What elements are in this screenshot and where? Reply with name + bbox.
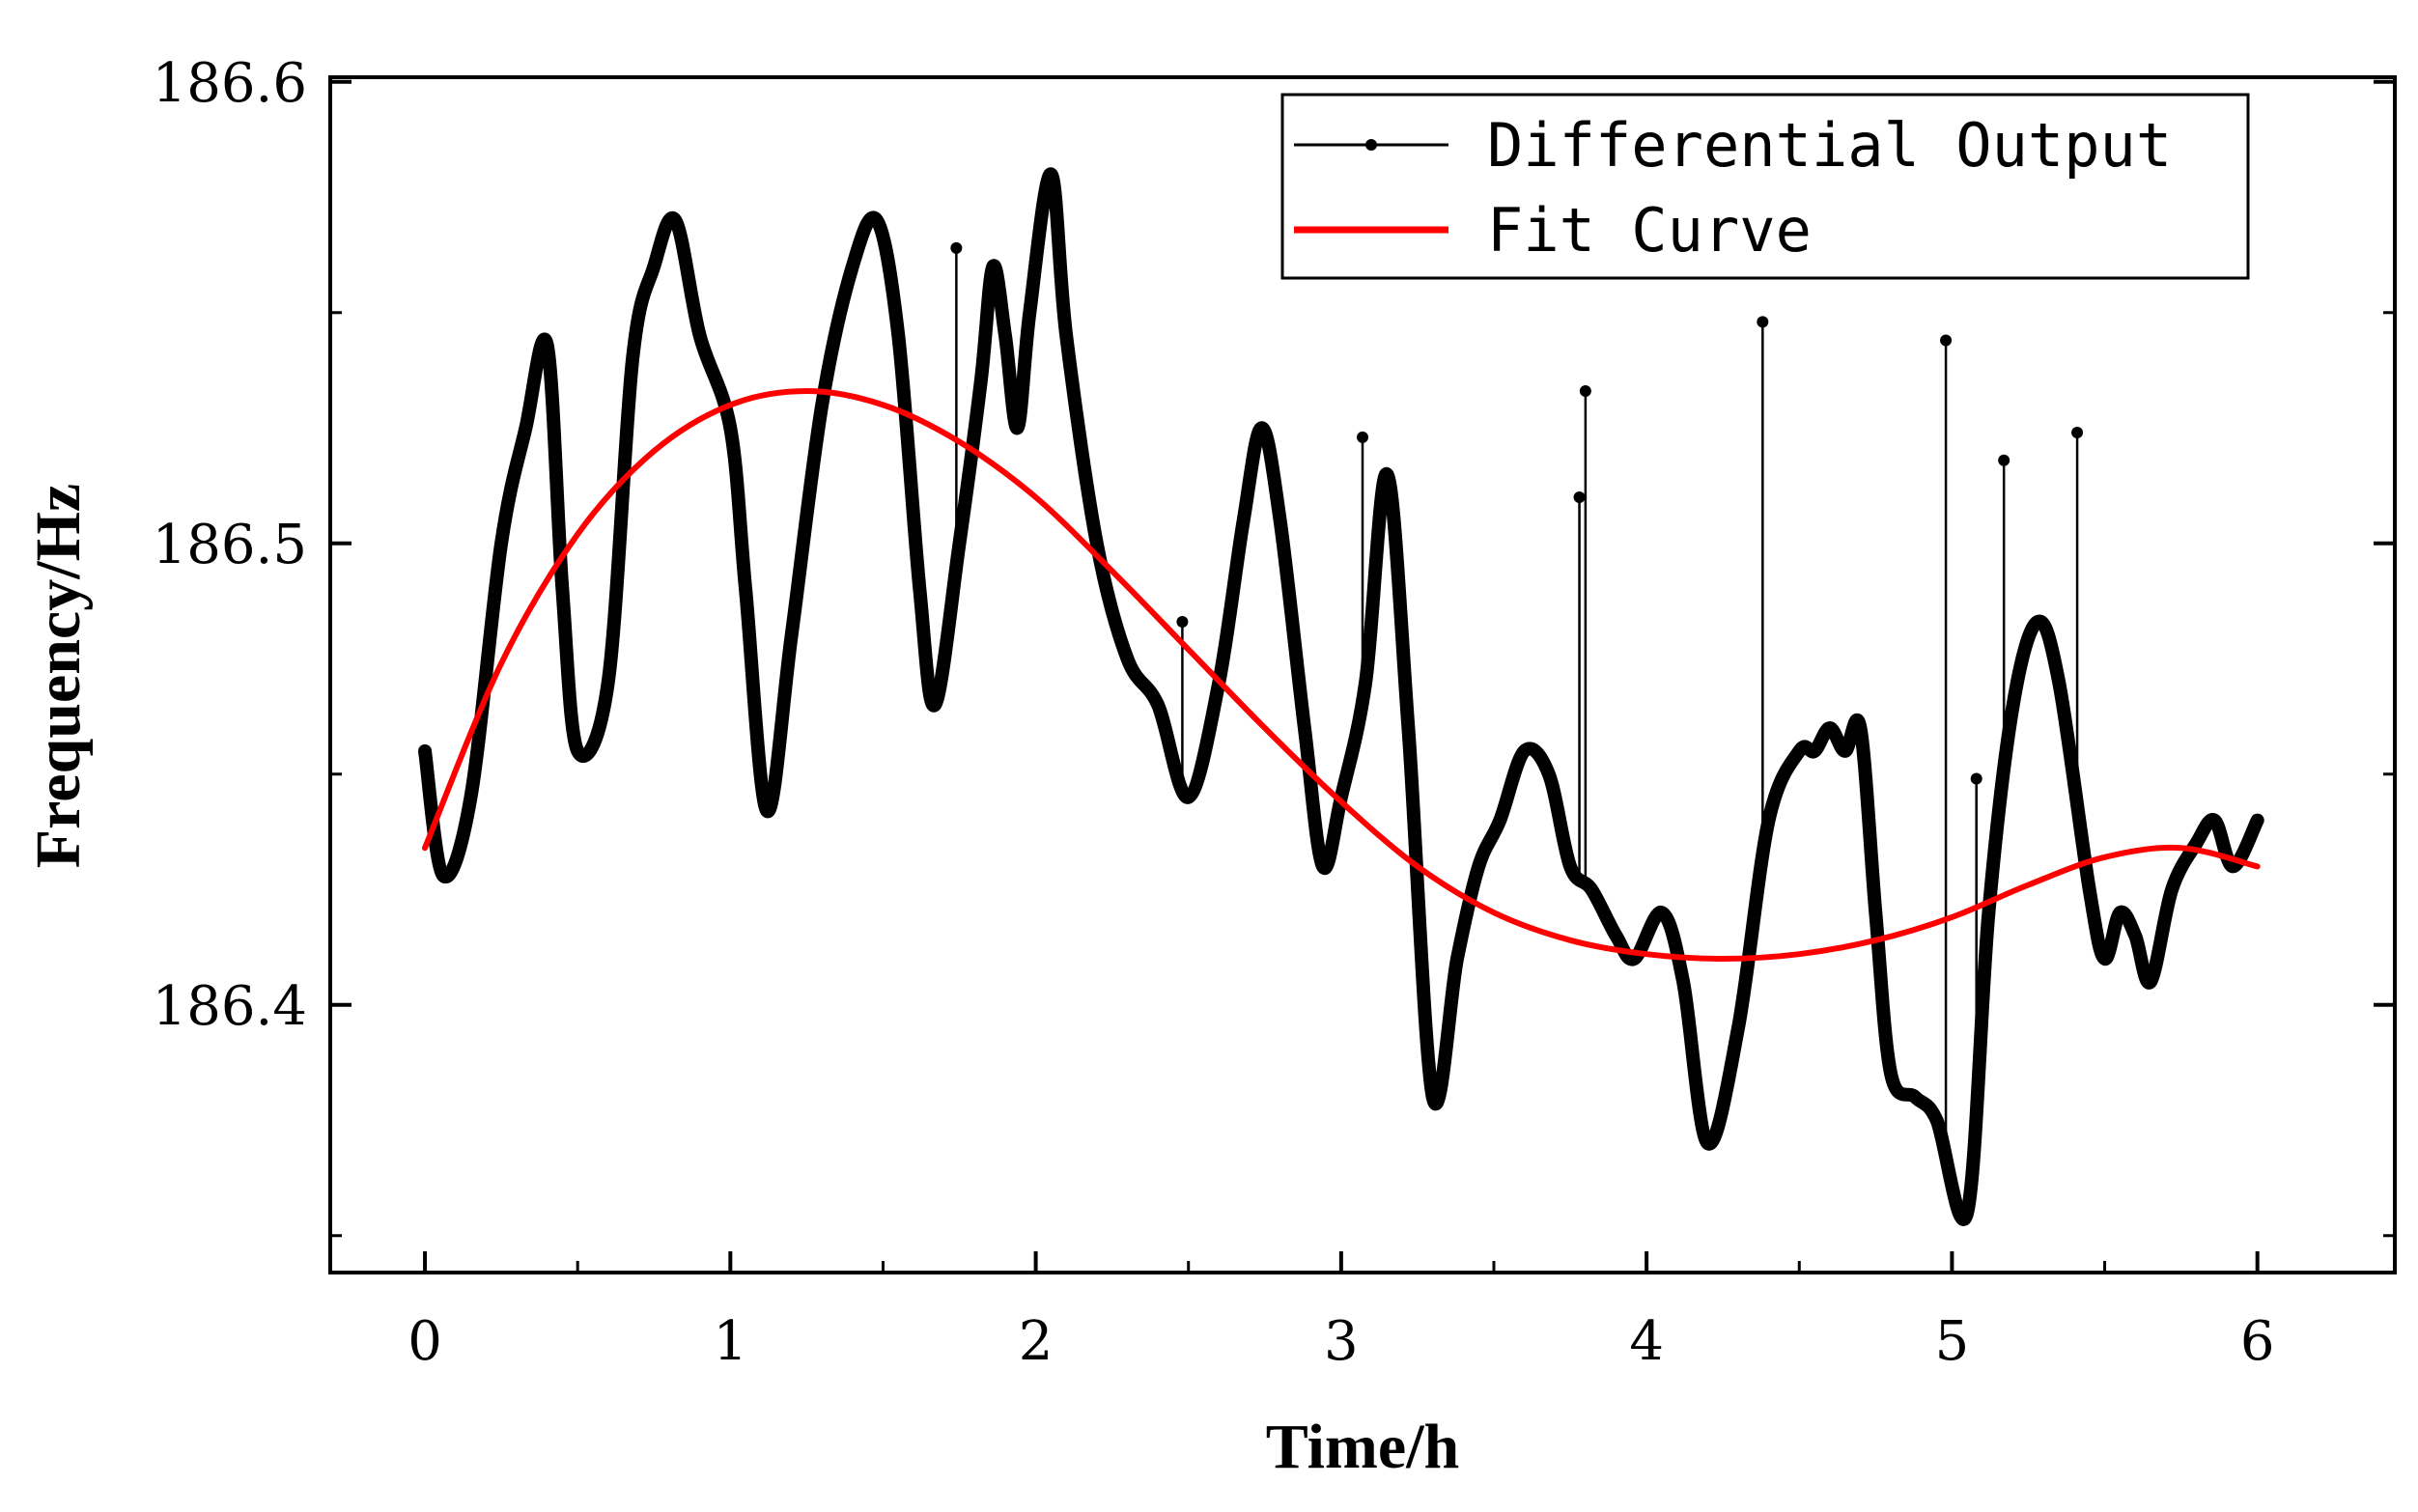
- x-tick-label: 2: [1019, 1310, 1054, 1373]
- series-differential-output: [418, 167, 2264, 1226]
- y-axis-title: Frequency/Hz: [23, 484, 94, 868]
- series-spikes: [950, 241, 2084, 1148]
- spike-point: [1357, 431, 1368, 443]
- x-tick-label: 6: [2240, 1310, 2275, 1373]
- axis-ticks: [330, 79, 2395, 1273]
- legend: Differential Output Fit Curve: [1280, 93, 2250, 280]
- x-tick-label: 3: [1324, 1310, 1359, 1373]
- x-tick-label: 0: [408, 1310, 442, 1373]
- y-tick-label: 186.6: [153, 52, 307, 115]
- spike-point: [1579, 385, 1591, 398]
- x-tick-label: 4: [1629, 1310, 1664, 1373]
- x-axis-title: Time/h: [1266, 1412, 1459, 1482]
- x-tick-label: 5: [1935, 1310, 1970, 1373]
- legend-label-fit-curve: Fit Curve: [1487, 195, 1812, 266]
- fit-curve-line: [422, 388, 2261, 962]
- differential-output-line: [418, 167, 2264, 1226]
- spike-point: [2071, 427, 2084, 439]
- legend-marker-differential-output: [1365, 139, 1377, 151]
- spike-point: [1940, 334, 1953, 347]
- x-tick-label: 1: [713, 1310, 747, 1373]
- spike-point: [1757, 316, 1769, 328]
- x-tick-labels: 0 1 2 3 4 5 6: [408, 1310, 2274, 1373]
- spike-point: [1970, 772, 1982, 785]
- y-tick-labels: 186.4 186.5 186.6: [153, 52, 307, 1038]
- y-tick-label: 186.4: [153, 975, 307, 1038]
- series-fit-curve: [422, 388, 2261, 962]
- legend-label-differential-output: Differential Output: [1487, 110, 2172, 181]
- spike-point: [1998, 454, 2010, 466]
- plot-frame: [328, 75, 2397, 1274]
- legend-box: [1280, 93, 2250, 280]
- y-tick-label: 186.5: [153, 514, 307, 576]
- spike-point: [1176, 616, 1189, 629]
- spike-point: [1573, 490, 1586, 503]
- spike-point: [950, 241, 963, 254]
